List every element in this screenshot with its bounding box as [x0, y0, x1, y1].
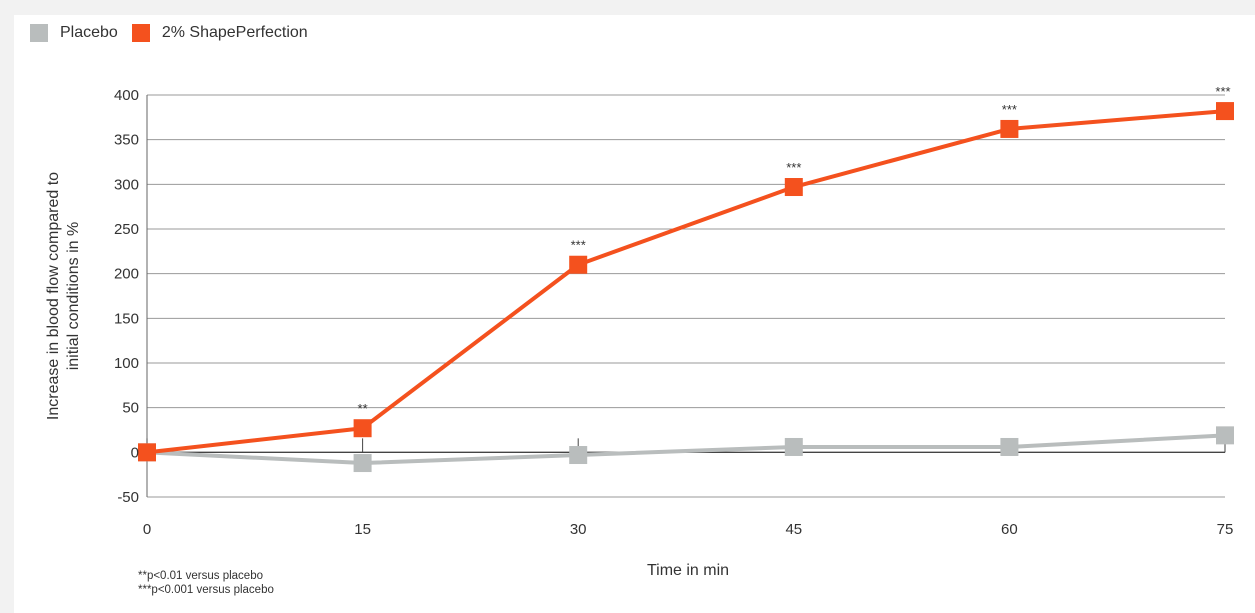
- x-tick-label-15: 15: [354, 521, 371, 538]
- significance-label-45: ***: [786, 160, 801, 175]
- x-axis-title: Time in min: [647, 562, 729, 579]
- data-point-placebo-75: [1216, 426, 1234, 445]
- y-tick-label-350: 350: [114, 132, 139, 149]
- significance-label-15: **: [358, 401, 368, 416]
- y-tick-label-300: 300: [114, 176, 139, 193]
- legend-item-shapeperfection: 2% ShapePerfection: [131, 24, 308, 42]
- significance-label-30: ***: [571, 238, 586, 253]
- y-axis-title-line2: initial conditions in %: [65, 222, 82, 371]
- y-tick-label-50: 50: [122, 400, 139, 417]
- chart-background: [14, 15, 1255, 613]
- footnote-p0001: ***p<0.001 versus placebo: [138, 584, 274, 596]
- footnote-p001: **p<0.01 versus placebo: [138, 570, 263, 582]
- data-point-shapeperfection-75: [1216, 102, 1234, 121]
- data-markers: [138, 102, 1234, 473]
- series-line-shapeperfection: [146, 109, 1226, 455]
- y-tick-label--50: -50: [117, 489, 139, 506]
- data-point-placebo-30: [569, 446, 588, 465]
- data-point-placebo-60: [1000, 437, 1019, 456]
- y-tick-label-100: 100: [114, 355, 139, 372]
- grid-lines: [147, 94, 1225, 498]
- y-tick-label-400: 400: [114, 87, 139, 104]
- chart-legend: Placebo 2% ShapePerfection: [30, 22, 322, 44]
- data-point-placebo-45: [784, 437, 803, 456]
- legend-swatch-placebo: [30, 24, 48, 42]
- x-tick-label-45: 45: [785, 521, 802, 538]
- y-tick-label-0: 0: [131, 444, 139, 461]
- data-point-shapeperfection-45: [784, 178, 803, 197]
- legend-item-placebo: Placebo: [30, 24, 118, 42]
- x-tick-label-75: 75: [1217, 521, 1234, 538]
- data-point-shapeperfection-60: [1000, 119, 1019, 138]
- x-tick-label-60: 60: [1001, 521, 1018, 538]
- data-point-placebo-15: [353, 454, 372, 473]
- legend-swatch-shapeperfection: [131, 24, 150, 42]
- x-tick-label-0: 0: [143, 521, 151, 538]
- data-point-shapeperfection-30: [569, 255, 588, 274]
- axes: [146, 95, 1226, 497]
- significance-label-60: ***: [1002, 102, 1017, 117]
- legend-label-shapeperfection: 2% ShapePerfection: [161, 24, 308, 41]
- y-tick-label-250: 250: [114, 221, 139, 238]
- legend-label-placebo: Placebo: [60, 24, 118, 41]
- y-axis-title-line1: Increase in blood flow compared to: [45, 172, 62, 420]
- series-lines: [146, 109, 1226, 466]
- data-point-shapeperfection-0: [138, 443, 156, 462]
- footnotes: **p<0.01 versus placebo ***p<0.001 versu…: [138, 569, 274, 597]
- significance-label-75: ***: [1215, 84, 1230, 99]
- series-line-placebo: [146, 433, 1226, 466]
- data-point-shapeperfection-15: [353, 419, 372, 438]
- x-tick-label-30: 30: [570, 521, 587, 538]
- y-tick-label-200: 200: [114, 266, 139, 283]
- y-tick-label-150: 150: [114, 310, 139, 327]
